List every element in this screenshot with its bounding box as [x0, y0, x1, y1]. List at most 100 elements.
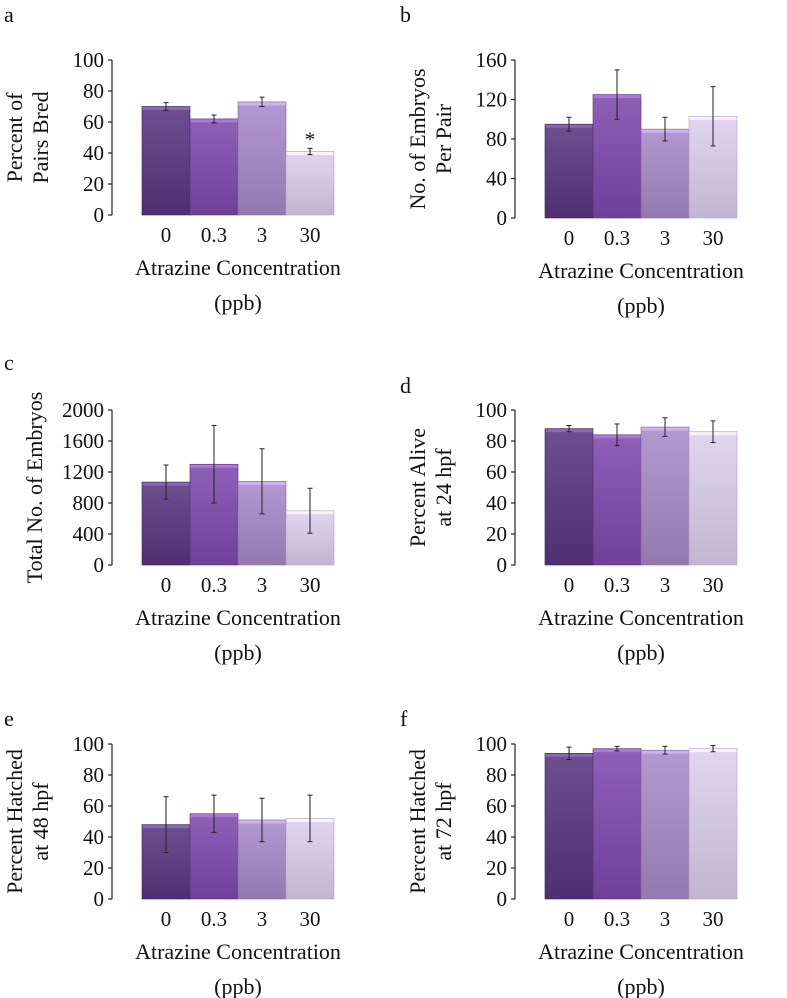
y-tick-label: 120 [476, 88, 508, 112]
y-tick-label: 0 [497, 553, 508, 577]
x-tick-label: 0 [564, 226, 575, 250]
y-tick-label: 100 [476, 732, 508, 756]
y-axis-label: Total No. of Embryos [22, 392, 47, 584]
y-axis-label: Percent Hatched [405, 749, 430, 894]
x-axis-label: Atrazine Concentration [135, 605, 341, 630]
bar-0.3 [189, 118, 239, 216]
y-tick-label: 80 [486, 763, 507, 787]
x-tick-label: 30 [703, 226, 724, 250]
y-tick-label: 40 [486, 491, 507, 515]
x-tick-label: 30 [703, 907, 724, 931]
x-axis-label: (ppb) [214, 640, 262, 665]
x-tick-label: 30 [300, 223, 321, 247]
y-tick-label: 60 [83, 794, 104, 818]
y-tick-label: 0 [94, 887, 105, 911]
panel-letter: c [4, 350, 14, 375]
y-tick-label: 40 [486, 167, 507, 191]
x-tick-label: 3 [257, 907, 268, 931]
y-tick-label: 1600 [62, 429, 104, 453]
significance-star: * [305, 127, 316, 151]
x-axis-label: (ppb) [214, 974, 262, 998]
x-axis-label: (ppb) [617, 640, 665, 665]
y-axis-label: Per Pair [431, 103, 456, 174]
y-axis-label: Percent Alive [405, 428, 430, 547]
bar-3 [640, 749, 690, 900]
y-tick-label: 20 [83, 172, 104, 196]
bar-0 [141, 106, 191, 216]
x-axis-label: Atrazine Concentration [538, 258, 744, 283]
bar-3 [640, 426, 690, 566]
y-tick-label: 80 [83, 763, 104, 787]
y-tick-label: 40 [486, 825, 507, 849]
panel-letter: e [4, 706, 14, 731]
x-tick-label: 0 [161, 907, 172, 931]
x-tick-label: 0 [564, 907, 575, 931]
x-tick-label: 0 [161, 573, 172, 597]
x-tick-label: 3 [257, 223, 268, 247]
y-tick-label: 100 [73, 732, 105, 756]
x-axis-label: (ppb) [214, 290, 262, 315]
panel-letter: d [400, 373, 411, 398]
y-tick-label: 80 [83, 79, 104, 103]
y-tick-label: 0 [497, 887, 508, 911]
panel-e: e 0 0.3 3 30 0 20 40 60 80 100 Atrazine Concentrati… [2, 706, 341, 998]
y-axis-label: Percent Hatched [2, 749, 27, 894]
bar-0.3 [592, 748, 642, 900]
x-axis-label: Atrazine Concentration [135, 255, 341, 280]
x-tick-label: 3 [660, 907, 671, 931]
x-axis-label: (ppb) [617, 974, 665, 998]
y-tick-label: 80 [486, 127, 507, 151]
y-axis-label: at 24 hpf [431, 448, 456, 527]
panel-a: a 0 0.3 3 30 * 0 20 40 60 80 100 Atrazine Concentrat… [2, 2, 341, 315]
panel-c: c 0 0.3 3 30 0 400 800 1200 1600 2000 Atrazine Conc… [4, 350, 341, 665]
x-tick-label: 0.3 [604, 907, 630, 931]
y-tick-label: 60 [83, 110, 104, 134]
y-axis-label: No. of Embryos [405, 68, 430, 209]
y-axis-label: at 48 hpf [28, 782, 53, 861]
panel-f: f 0 0.3 3 30 0 20 40 60 80 100 Atrazine Concentrati… [400, 706, 744, 998]
panel-letter: a [4, 2, 14, 27]
y-tick-label: 40 [83, 141, 104, 165]
y-tick-label: 800 [73, 491, 105, 515]
y-tick-label: 60 [486, 794, 507, 818]
y-axis-label: Pairs Bred [28, 91, 53, 183]
y-axis-label: at 72 hpf [431, 782, 456, 861]
bar-30 [285, 151, 335, 216]
y-tick-label: 0 [94, 203, 105, 227]
y-tick-label: 400 [73, 522, 105, 546]
x-tick-label: 0.3 [201, 223, 227, 247]
bar-30 [688, 115, 738, 219]
bar-0 [544, 752, 594, 900]
bar-3 [237, 101, 287, 216]
panel-b: b 0 0.3 3 30 0 40 80 120 160 Atrazine Concentratio… [400, 2, 744, 318]
x-tick-label: 0.3 [201, 573, 227, 597]
x-axis-label: Atrazine Concentration [538, 939, 744, 964]
y-tick-label: 60 [486, 460, 507, 484]
y-tick-label: 100 [476, 398, 508, 422]
bar-0.3 [592, 434, 642, 566]
y-tick-label: 20 [486, 522, 507, 546]
panel-letter: f [400, 706, 408, 731]
y-tick-label: 2000 [62, 398, 104, 422]
x-tick-label: 0.3 [604, 226, 630, 250]
y-tick-label: 0 [94, 553, 105, 577]
y-tick-label: 1200 [62, 460, 104, 484]
x-tick-label: 0.3 [604, 573, 630, 597]
y-tick-label: 160 [476, 48, 508, 72]
x-axis-label: (ppb) [617, 293, 665, 318]
bar-3 [640, 128, 690, 219]
x-tick-label: 0.3 [201, 907, 227, 931]
x-tick-label: 30 [703, 573, 724, 597]
x-tick-label: 3 [660, 226, 671, 250]
bar-30 [688, 748, 738, 900]
x-tick-label: 3 [257, 573, 268, 597]
y-tick-label: 40 [83, 825, 104, 849]
y-axis-label: Percent of [2, 92, 27, 182]
y-tick-label: 20 [486, 856, 507, 880]
x-tick-label: 0 [564, 573, 575, 597]
bar-30 [688, 431, 738, 566]
x-tick-label: 0 [161, 223, 172, 247]
y-tick-label: 0 [497, 206, 508, 230]
bar-0 [544, 123, 594, 219]
